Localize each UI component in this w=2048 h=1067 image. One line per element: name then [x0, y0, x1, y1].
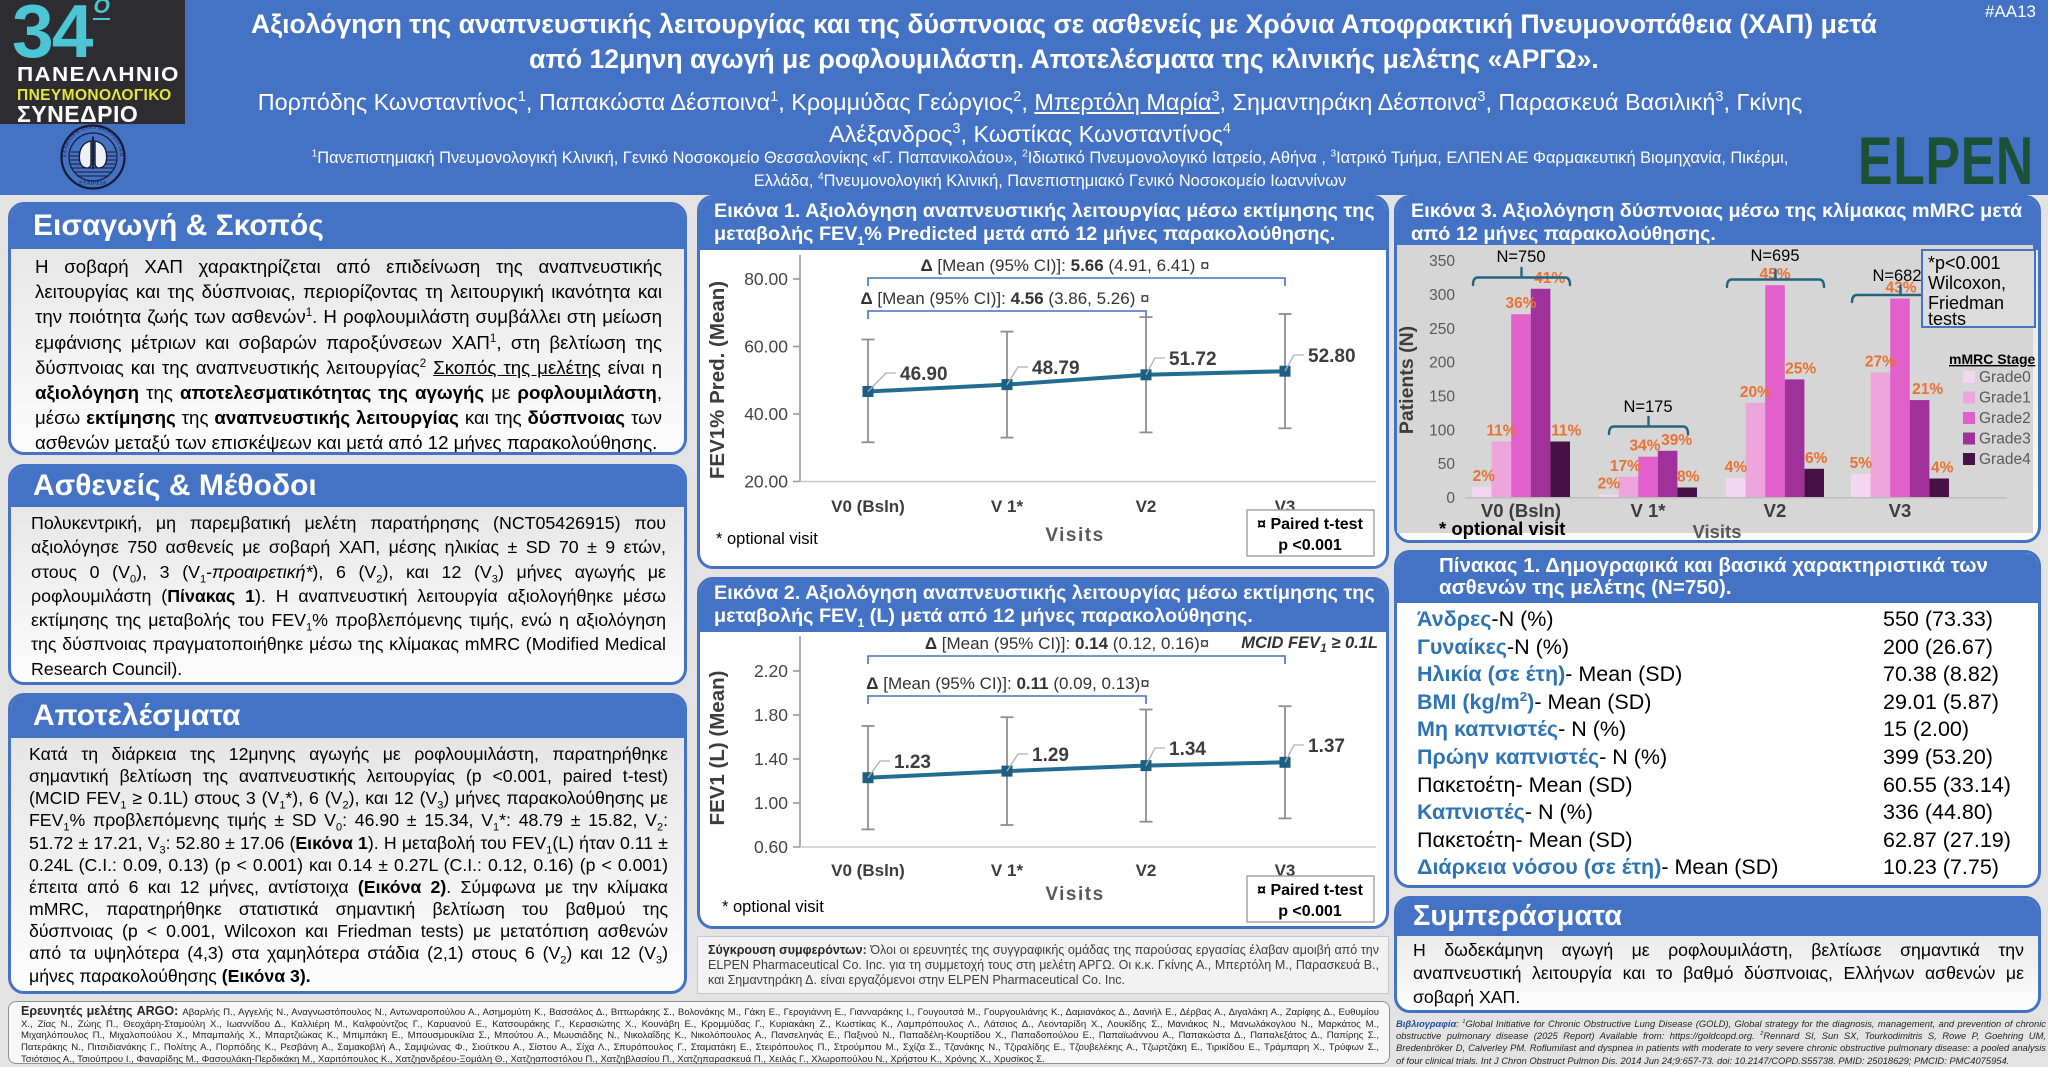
svg-text:p <0.001: p <0.001: [1278, 537, 1342, 554]
svg-text:V 1*: V 1*: [991, 861, 1024, 880]
svg-text:Wilcoxon,: Wilcoxon,: [1928, 273, 2006, 293]
svg-text:* optional visit: * optional visit: [716, 530, 818, 548]
svg-text:N=750: N=750: [1496, 248, 1545, 266]
svg-text:27%: 27%: [1865, 353, 1896, 370]
svg-text:Δ [Mean (95% CI)]: 5.66 (4.91,: Δ [Mean (95% CI)]: 5.66 (4.91, 6.41) ¤: [920, 256, 1209, 275]
svg-text:300: 300: [1429, 287, 1455, 304]
svg-text:80.00: 80.00: [744, 269, 788, 289]
svg-text:39%: 39%: [1661, 432, 1692, 449]
svg-text:1.80: 1.80: [754, 705, 788, 725]
svg-text:1.00: 1.00: [754, 793, 788, 813]
svg-text:V2: V2: [1136, 497, 1157, 516]
svg-text:Friedman: Friedman: [1928, 293, 2004, 313]
svg-text:0: 0: [1446, 490, 1455, 507]
svg-text:V0 (Bsln): V0 (Bsln): [1481, 500, 1561, 521]
svg-text:mMRC Stage: mMRC Stage: [1949, 351, 2036, 367]
svg-text:V3: V3: [1889, 500, 1912, 521]
svg-text:Δ [Mean (95% CI)]: 0.11 (0.09,: Δ [Mean (95% CI)]: 0.11 (0.09, 0.13)¤: [866, 674, 1149, 693]
svg-text:Visits: Visits: [1692, 521, 1741, 541]
svg-text:52.80: 52.80: [1308, 346, 1356, 367]
svg-text:Grade3: Grade3: [1979, 431, 2031, 448]
svg-text:20.00: 20.00: [744, 472, 788, 492]
svg-text:46.90: 46.90: [900, 364, 948, 385]
svg-text:N=695: N=695: [1750, 247, 1799, 265]
svg-text:¤ Paired t-test: ¤ Paired t-test: [1257, 882, 1363, 899]
svg-text:60.00: 60.00: [744, 337, 788, 357]
svg-text:*p<0.001: *p<0.001: [1928, 253, 2001, 273]
svg-text:1.23: 1.23: [894, 752, 931, 773]
svg-text:50: 50: [1438, 456, 1456, 473]
svg-text:V2: V2: [1136, 861, 1157, 880]
svg-text:MCID FEV1 ≥ 0.1L: MCID FEV1 ≥ 0.1L: [1241, 634, 1378, 655]
svg-text:1.37: 1.37: [1308, 736, 1345, 757]
svg-text:51.72: 51.72: [1169, 349, 1217, 370]
svg-text:0.60: 0.60: [754, 837, 788, 857]
svg-text:V0 (Bsln): V0 (Bsln): [831, 497, 905, 516]
svg-text:Grade1: Grade1: [1979, 390, 2031, 407]
svg-text:V 1*: V 1*: [991, 497, 1024, 516]
svg-text:* optional visit: * optional visit: [722, 898, 824, 916]
svg-text:350: 350: [1429, 253, 1455, 270]
svg-text:2.20: 2.20: [754, 661, 788, 681]
svg-text:FEV1 (L) (Mean): FEV1 (L) (Mean): [706, 671, 729, 826]
svg-text:40.00: 40.00: [744, 404, 788, 424]
svg-text:Δ [Mean (95% CI)]: 0.14 (0.12,: Δ [Mean (95% CI)]: 0.14 (0.12, 0.16)¤: [925, 634, 1209, 653]
svg-text:6%: 6%: [1805, 450, 1828, 467]
svg-text:Δ [Mean (95% CI)]: 4.56 (3.86,: Δ [Mean (95% CI)]: 4.56 (3.86, 5.26) ¤: [860, 289, 1149, 308]
svg-text:Visits: Visits: [1045, 525, 1104, 546]
svg-text:11%: 11%: [1551, 423, 1581, 440]
svg-text:21%: 21%: [1912, 381, 1943, 398]
svg-text:150: 150: [1429, 388, 1455, 405]
svg-text:100: 100: [1429, 422, 1455, 439]
svg-text:200: 200: [1429, 355, 1455, 372]
svg-text:20%: 20%: [1740, 384, 1771, 401]
svg-text:ELPEN: ELPEN: [1858, 131, 2034, 188]
svg-text:V 1*: V 1*: [1631, 500, 1667, 521]
svg-text:tests: tests: [1928, 309, 1966, 329]
svg-text:1.40: 1.40: [754, 749, 788, 769]
svg-text:34%: 34%: [1629, 438, 1660, 455]
svg-text:1.29: 1.29: [1032, 745, 1069, 766]
svg-text:FEV1% Pred. (Mean): FEV1% Pred. (Mean): [706, 281, 729, 479]
svg-text:48.79: 48.79: [1032, 358, 1080, 379]
svg-text:¤ Paired t-test: ¤ Paired t-test: [1257, 516, 1363, 533]
svg-text:4%: 4%: [1931, 460, 1954, 477]
svg-text:V2: V2: [1764, 500, 1787, 521]
svg-text:N=682: N=682: [1872, 267, 1921, 285]
svg-text:25%: 25%: [1785, 360, 1816, 377]
svg-text:2%: 2%: [1473, 468, 1496, 485]
svg-text:Grade4: Grade4: [1979, 451, 2031, 468]
svg-text:2%: 2%: [1598, 476, 1621, 493]
svg-text:1.34: 1.34: [1169, 739, 1206, 760]
svg-text:Visits: Visits: [1045, 884, 1104, 905]
svg-text:Patients (N): Patients (N): [1397, 326, 1418, 434]
svg-text:Grade0: Grade0: [1979, 369, 2031, 386]
svg-text:4%: 4%: [1725, 459, 1748, 476]
svg-text:5%: 5%: [1850, 455, 1873, 472]
svg-text:Grade2: Grade2: [1979, 410, 2031, 427]
svg-text:ΕΤΑΙΡΕΙΑ: ΕΤΑΙΡΕΙΑ: [79, 181, 107, 187]
svg-text:8%: 8%: [1677, 469, 1700, 486]
svg-text:11%: 11%: [1486, 423, 1516, 440]
svg-text:V0 (Bsln): V0 (Bsln): [831, 861, 905, 880]
svg-text:250: 250: [1429, 321, 1455, 338]
svg-text:N=175: N=175: [1623, 398, 1672, 416]
svg-text:* optional visit: * optional visit: [1439, 518, 1565, 539]
svg-text:17%: 17%: [1610, 458, 1641, 475]
svg-text:p <0.001: p <0.001: [1278, 903, 1342, 920]
svg-text:36%: 36%: [1505, 295, 1536, 312]
